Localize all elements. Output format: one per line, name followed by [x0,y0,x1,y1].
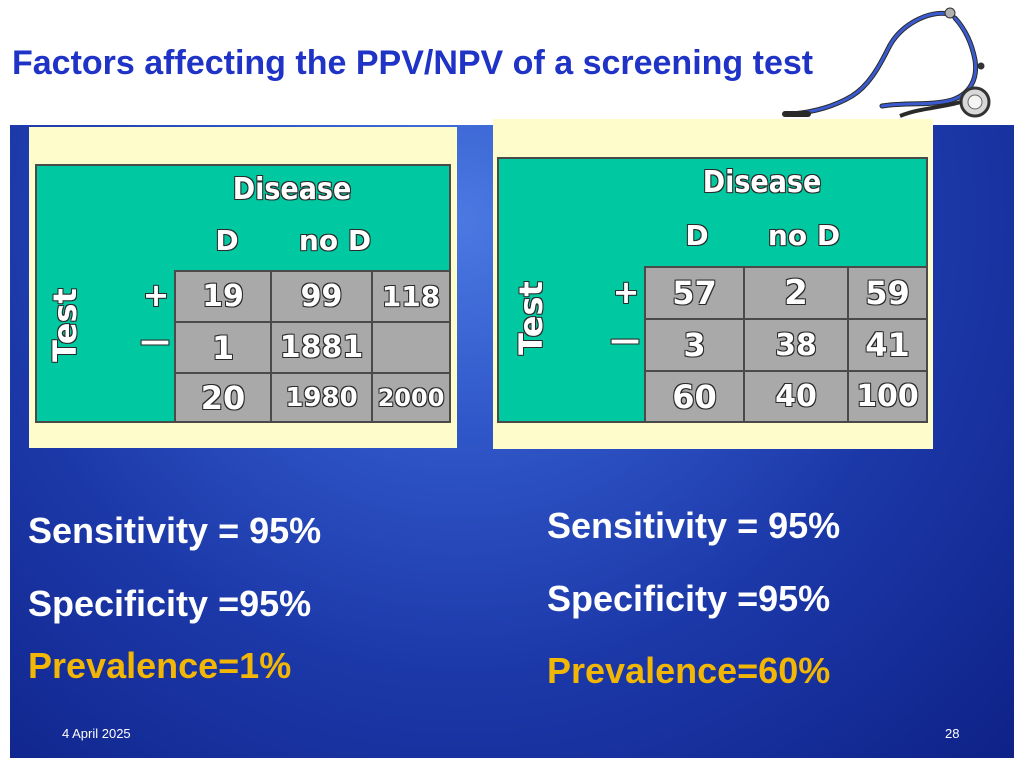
right-sensitivity: Sensitivity = 95% [547,505,841,546]
table-cell: 38 [745,320,849,372]
table-cell: 40 [745,372,849,423]
disease-header: Disease [232,172,352,207]
left-prevalence: Prevalence=1% [28,645,292,686]
slide-date: 4 April 2025 [62,726,131,741]
col-label-d: D [215,224,239,257]
table-cell: 118 [373,272,451,323]
table-cell: 57 [646,268,745,320]
right-table-grid: 57 2 59 3 38 41 60 40 100 [644,266,928,423]
left-sensitivity: Sensitivity = 95% [28,510,322,551]
row-sign-positive: + [612,273,640,311]
table-cell: 1881 [272,323,373,374]
table-cell: 19 [176,272,272,323]
row-sign-negative: — [140,324,170,359]
stethoscope-icon [782,7,991,118]
table-cell: 3 [646,320,745,372]
left-contingency-table: Disease D no D Test + — 19 99 118 1 1881… [35,164,451,423]
right-table-frame: Disease D no D Test + — 57 2 59 3 38 41 … [493,119,933,449]
row-sign-positive: + [142,276,170,314]
right-contingency-table: Disease D no D Test + — 57 2 59 3 38 41 … [497,157,928,423]
row-label-test: Test [46,288,84,362]
right-specificity: Specificity =95% [547,578,831,619]
table-cell: 59 [849,268,928,320]
slide-title: Factors affecting the PPV/NPV of a scree… [12,44,814,82]
disease-header: Disease [702,165,822,200]
table-cell: 1 [176,323,272,374]
col-label-d: D [685,219,709,252]
left-specificity: Specificity =95% [28,583,312,624]
col-label-no-d: no D [298,224,372,257]
col-label-no-d: no D [767,219,841,252]
table-cell [373,323,451,374]
table-cell: 1980 [272,374,373,423]
row-sign-negative: — [610,323,640,358]
row-label-test: Test [512,281,550,355]
table-cell: 20 [176,374,272,423]
table-cell: 41 [849,320,928,372]
left-table-grid: 19 99 118 1 1881 20 1980 2000 [174,270,451,423]
slide-page-number: 28 [945,726,960,741]
table-cell: 100 [849,372,928,423]
table-cell: 60 [646,372,745,423]
table-cell: 2 [745,268,849,320]
table-cell: 2000 [373,374,451,423]
left-table-frame: Disease D no D Test + — 19 99 118 1 1881… [29,127,457,448]
right-prevalence: Prevalence=60% [547,650,831,691]
table-cell: 99 [272,272,373,323]
